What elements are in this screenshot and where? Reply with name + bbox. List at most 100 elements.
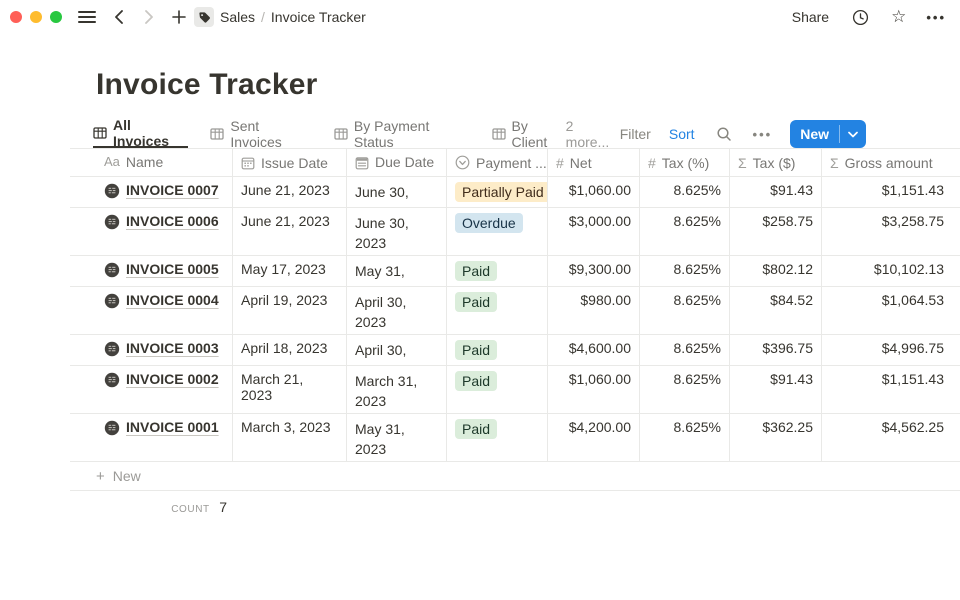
cell-gross-amount[interactable]: $1,064.53 [881,292,944,308]
cell-net[interactable]: $980.00 [548,287,640,334]
count-calculation[interactable]: COUNT 7 [70,499,233,517]
table-row[interactable]: INVOICE 0004 April 19, 2023 April 30, 20… [70,287,960,335]
table-row[interactable]: INVOICE 0005 May 17, 2023 May 31, 2023 P… [70,256,960,287]
cell-gross-amount[interactable]: $10,102.13 [873,261,944,277]
add-row-button[interactable]: + New [70,462,960,491]
table-row[interactable]: INVOICE 0006 June 21, 2023 June 30, 2023… [70,208,960,256]
filter-button[interactable]: Filter [619,126,651,142]
view-tab-sent-invoices[interactable]: Sent Invoices [210,118,311,150]
invoice-name-link[interactable]: INVOICE 0006 [126,213,219,229]
cell-tax-dollars[interactable]: $396.75 [730,335,822,365]
cell-gross-amount[interactable]: $4,996.75 [881,340,944,356]
cell-issue-date[interactable]: April 19, 2023 [233,287,347,334]
column-header-net[interactable]: # Net [548,149,640,176]
close-window-button[interactable] [10,11,22,23]
cell-name[interactable]: INVOICE 0002 [96,366,233,413]
view-more-icon[interactable]: ••• [752,126,773,142]
new-button-label[interactable]: New [800,126,829,142]
cell-tax-percent[interactable]: 8.625% [640,177,730,207]
cell-net[interactable]: $1,060.00 [548,366,640,413]
breadcrumb-page[interactable]: Invoice Tracker [270,9,366,25]
invoice-name-link[interactable]: INVOICE 0001 [126,419,219,435]
cell-tax-dollars[interactable]: $362.25 [730,414,822,461]
column-header-payment[interactable]: Payment ... [447,149,548,176]
cell-payment-status[interactable]: Paid [447,287,548,334]
cell-net[interactable]: $3,000.00 [548,208,640,255]
cell-tax-percent[interactable]: 8.625% [640,208,730,255]
cell-payment-status[interactable]: Paid [447,256,548,286]
cell-tax-dollars[interactable]: $91.43 [730,177,822,207]
view-tab-by-payment-status[interactable]: By Payment Status [334,118,470,150]
cell-due-date[interactable]: March 31, 2023 [347,366,447,413]
cell-due-date[interactable]: May 31, 2023 [347,256,447,286]
clock-icon[interactable] [849,6,871,28]
view-tab-by-client[interactable]: By Client [491,118,566,150]
cell-tax-percent[interactable]: 8.625% [640,335,730,365]
table-row[interactable]: INVOICE 0007 June 21, 2023 June 30, 2023… [70,177,960,208]
cell-payment-status[interactable]: Paid [447,366,548,413]
cell-gross-amount[interactable]: $4,562.25 [881,419,944,435]
sort-button[interactable]: Sort [668,126,695,142]
cell-tax-dollars[interactable]: $258.75 [730,208,822,255]
view-tab-all-invoices[interactable]: All Invoices [93,117,189,149]
invoice-name-link[interactable]: INVOICE 0005 [126,261,219,277]
invoice-name-link[interactable]: INVOICE 0002 [126,371,219,387]
cell-due-date[interactable]: April 30, 2023 [347,287,447,334]
chevron-down-icon[interactable] [840,120,866,148]
cell-due-date[interactable]: June 30, 2023 [347,177,447,207]
cell-issue-date[interactable]: March 21, 2023 [233,366,347,413]
cell-payment-status[interactable]: Overdue [447,208,548,255]
favorite-star-icon[interactable]: ☆ [891,7,907,26]
cell-gross-amount[interactable]: $3,258.75 [881,213,944,229]
breadcrumb-section[interactable]: Sales [220,9,256,25]
cell-name[interactable]: INVOICE 0006 [96,208,233,255]
cell-issue-date[interactable]: June 21, 2023 [233,208,347,255]
invoice-name-link[interactable]: INVOICE 0004 [126,292,219,308]
more-views-link[interactable]: 2 more... [565,118,610,150]
cell-payment-status[interactable]: Paid [447,414,548,461]
table-row[interactable]: INVOICE 0003 April 18, 2023 April 30, 20… [70,335,960,366]
cell-tax-dollars[interactable]: $84.52 [730,287,822,334]
cell-name[interactable]: INVOICE 0003 [96,335,233,365]
cell-payment-status[interactable]: Partially Paid [447,177,548,207]
table-row[interactable]: INVOICE 0001 March 3, 2023 May 31, 2023 … [70,414,960,462]
window-controls[interactable] [10,11,62,23]
column-header-gross-amount[interactable]: Σ Gross amount [822,149,952,176]
search-icon[interactable] [713,123,735,145]
cell-gross-amount[interactable]: $1,151.43 [881,182,944,198]
zoom-window-button[interactable] [50,11,62,23]
forward-icon[interactable] [138,6,160,28]
cell-issue-date[interactable]: March 3, 2023 [233,414,347,461]
cell-issue-date[interactable]: May 17, 2023 [233,256,347,286]
column-header-tax[interactable]: # Tax (%) [640,149,730,176]
cell-name[interactable]: INVOICE 0004 [96,287,233,334]
back-icon[interactable] [108,6,130,28]
cell-due-date[interactable]: May 31, 2023 [347,414,447,461]
cell-net[interactable]: $4,600.00 [548,335,640,365]
cell-name[interactable]: INVOICE 0001 [96,414,233,461]
cell-net[interactable]: $1,060.00 [548,177,640,207]
invoice-name-link[interactable]: INVOICE 0003 [126,340,219,356]
cell-payment-status[interactable]: Paid [447,335,548,365]
cell-tax-dollars[interactable]: $802.12 [730,256,822,286]
cell-tax-percent[interactable]: 8.625% [640,414,730,461]
cell-tax-percent[interactable]: 8.625% [640,366,730,413]
cell-issue-date[interactable]: June 21, 2023 [233,177,347,207]
cell-tax-dollars[interactable]: $91.43 [730,366,822,413]
cell-tax-percent[interactable]: 8.625% [640,256,730,286]
cell-tax-percent[interactable]: 8.625% [640,287,730,334]
column-header-issue-date[interactable]: Issue Date [233,149,347,176]
column-header-due-date[interactable]: Due Date [347,149,447,176]
table-row[interactable]: INVOICE 0002 March 21, 2023 March 31, 20… [70,366,960,414]
sidebar-toggle-icon[interactable] [78,10,96,24]
new-button[interactable]: New [790,120,866,148]
cell-due-date[interactable]: June 30, 2023 [347,208,447,255]
cell-due-date[interactable]: April 30, 2023 [347,335,447,365]
cell-name[interactable]: INVOICE 0005 [96,256,233,286]
minimize-window-button[interactable] [30,11,42,23]
more-options-icon[interactable]: ••• [926,9,946,25]
cell-net[interactable]: $4,200.00 [548,414,640,461]
cell-net[interactable]: $9,300.00 [548,256,640,286]
column-header-name[interactable]: Aa Name [96,149,233,176]
cell-issue-date[interactable]: April 18, 2023 [233,335,347,365]
